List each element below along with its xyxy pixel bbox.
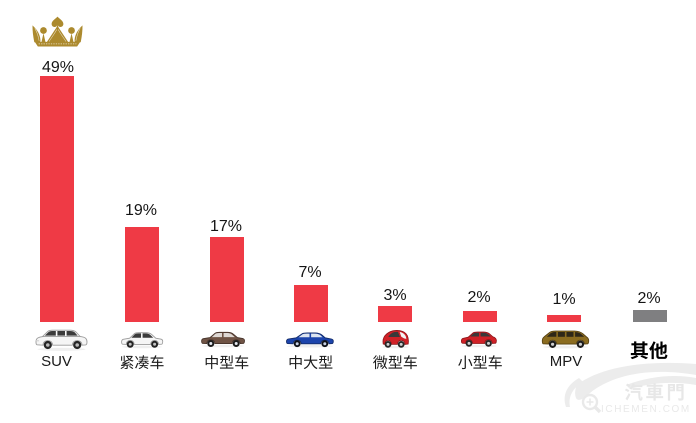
svg-text:ICHEMEN.COM: ICHEMEN.COM (601, 404, 691, 415)
